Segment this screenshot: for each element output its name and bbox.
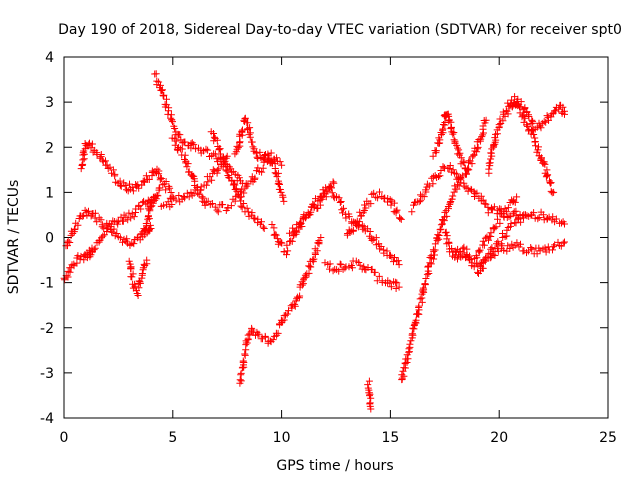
x-tick-label: 0 [60,430,69,446]
y-tick-label: -4 [40,411,54,427]
data-series-arc-26 [504,93,568,133]
data-series-arc-2 [62,206,155,250]
y-axis-label: SDTVAR / TECUs [6,180,22,295]
data-series-arc-3 [77,139,177,203]
y-tick-label: -3 [40,366,54,382]
x-tick-label: 15 [381,430,399,446]
data-series-arc-9 [168,134,286,216]
y-tick-label: 3 [45,95,54,111]
data-series-arc-7 [151,70,246,187]
plot-frame [63,56,609,419]
data-series-arc-17 [343,188,405,239]
data-series-arc-25 [485,96,558,197]
y-tick-label: -1 [40,276,54,292]
data-series-arc-23 [452,238,568,271]
x-tick-labels: 0 5 10 15 20 25 [60,430,617,446]
data-series-arc-18 [364,377,375,413]
data-series-arc-6 [137,184,164,241]
y-tick-label: 4 [45,50,54,66]
y-tick-label: -2 [40,321,54,337]
data-series-arc-16 [325,183,403,269]
x-tick-label: 10 [273,430,291,446]
data-series-arc-4 [81,193,159,259]
data-series-arc-19 [398,165,473,384]
data-series-arc-12 [236,234,325,387]
data-series-arc-11 [231,114,288,205]
data-series-arc-1 [60,247,96,284]
x-axis-label: GPS time / hours [276,458,393,474]
data-series-arc-21 [429,110,490,178]
x-tick-label: 5 [168,430,177,446]
data-series-arc-20 [408,162,529,222]
x-tick-label: 20 [490,430,508,446]
y-tick-label: 1 [45,185,54,201]
data-series-arc-24 [474,208,568,277]
data-series-arc-5 [125,256,151,299]
y-tick-labels: -4 -3 -2 -1 0 1 2 3 4 [40,50,54,427]
data-series-arc-10 [207,128,268,232]
data-points [60,70,568,413]
data-series-arc-15 [321,257,403,292]
chart-title: Day 190 of 2018, Sidereal Day-to-day VTE… [58,22,622,38]
x-tick-label: 25 [599,430,617,446]
y-tick-label: 0 [45,231,54,247]
y-tick-label: 2 [45,140,54,156]
